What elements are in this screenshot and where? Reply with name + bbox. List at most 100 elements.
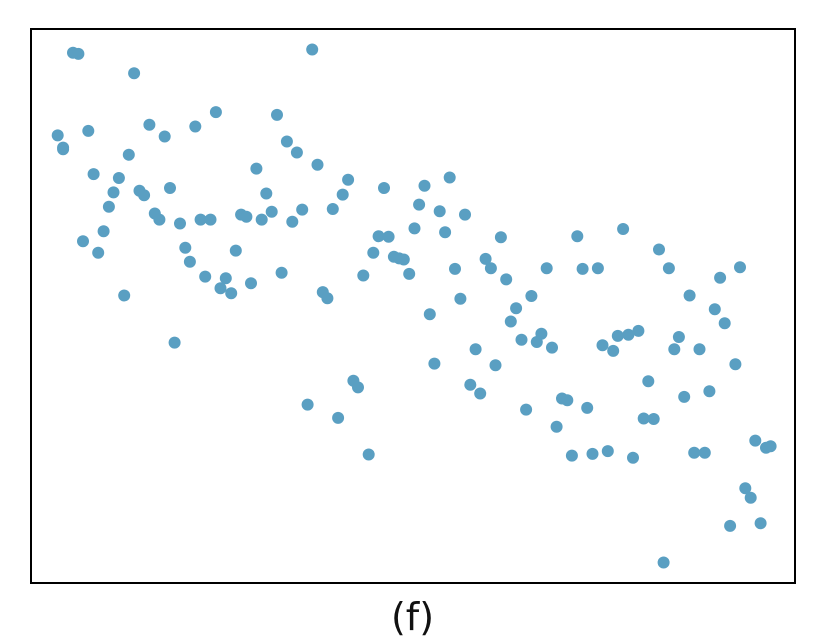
data-point <box>296 203 309 216</box>
data-point <box>214 282 227 295</box>
data-point <box>229 244 242 257</box>
data-point <box>290 146 303 159</box>
data-point <box>718 317 731 330</box>
data-point <box>342 173 355 186</box>
data-point <box>219 272 232 285</box>
data-point <box>662 262 675 275</box>
data-point <box>474 387 487 400</box>
data-point <box>703 385 716 398</box>
data-point <box>326 203 339 215</box>
data-point <box>413 198 426 211</box>
data-point <box>92 246 105 259</box>
data-point <box>128 67 141 80</box>
data-point <box>683 289 696 302</box>
data-point <box>764 440 777 453</box>
data-point <box>601 445 614 458</box>
data-point <box>77 235 89 248</box>
data-point <box>352 381 364 394</box>
data-point <box>489 359 502 372</box>
data-point <box>321 292 334 305</box>
data-point <box>581 401 594 414</box>
data-point <box>744 491 757 504</box>
data-point <box>158 130 171 143</box>
data-point <box>734 261 746 274</box>
data-point <box>372 230 385 243</box>
data-point <box>546 341 558 354</box>
data-point <box>494 231 507 244</box>
data-point <box>97 225 110 238</box>
data-point <box>428 357 441 370</box>
data-point <box>596 339 609 352</box>
data-point <box>209 106 222 119</box>
data-point <box>122 148 135 161</box>
data-point <box>469 343 482 356</box>
data-point <box>504 315 517 328</box>
data-point <box>301 398 314 411</box>
data-point <box>454 292 467 305</box>
data-point <box>245 277 257 290</box>
data-point <box>443 171 456 184</box>
data-point <box>642 375 655 388</box>
plot-frame <box>30 28 796 584</box>
data-point <box>72 47 85 60</box>
data-point <box>565 449 578 462</box>
data-point <box>678 390 691 403</box>
data-point <box>107 186 120 199</box>
data-point <box>708 303 721 316</box>
data-point <box>607 344 620 357</box>
data-point <box>408 222 421 235</box>
data-point <box>362 448 375 461</box>
data-point <box>143 118 156 131</box>
data-point <box>87 168 100 181</box>
data-point <box>535 327 548 340</box>
data-point <box>754 517 767 530</box>
data-point <box>586 447 599 460</box>
data-point <box>672 331 685 343</box>
data-point <box>255 213 268 226</box>
data-point <box>57 143 70 156</box>
data-point <box>82 124 95 137</box>
data-point <box>637 412 650 425</box>
data-point <box>540 262 553 275</box>
data-point <box>378 182 390 194</box>
data-point <box>194 213 207 226</box>
data-point <box>168 336 181 349</box>
data-point <box>260 187 273 200</box>
data-point <box>571 230 584 243</box>
data-point <box>183 255 196 268</box>
data-point <box>240 210 253 223</box>
data-point <box>500 273 513 286</box>
data-point <box>199 270 212 283</box>
data-point <box>280 135 293 148</box>
data-point <box>693 343 706 356</box>
data-point <box>484 262 497 275</box>
data-point <box>112 172 125 184</box>
data-point <box>739 482 752 495</box>
data-point <box>174 217 186 230</box>
data-point <box>688 446 701 459</box>
data-point <box>627 451 639 464</box>
data-point <box>332 411 345 424</box>
data-point <box>306 43 319 56</box>
data-point <box>433 205 446 218</box>
data-point <box>311 158 324 171</box>
data-point <box>525 290 538 302</box>
data-point <box>138 189 151 202</box>
data-point <box>225 287 238 300</box>
panel-caption: (f) <box>390 595 435 639</box>
data-point <box>632 324 645 337</box>
data-point <box>265 205 278 218</box>
data-point <box>164 182 176 194</box>
data-point <box>153 213 166 226</box>
data-point <box>591 262 604 275</box>
data-point <box>439 226 452 239</box>
data-point <box>550 420 563 433</box>
data-point <box>250 162 263 175</box>
data-point <box>275 266 288 279</box>
data-point <box>479 252 492 265</box>
data-point <box>449 262 461 275</box>
data-point <box>698 446 711 459</box>
data-point <box>729 358 742 371</box>
data-point <box>617 223 630 235</box>
